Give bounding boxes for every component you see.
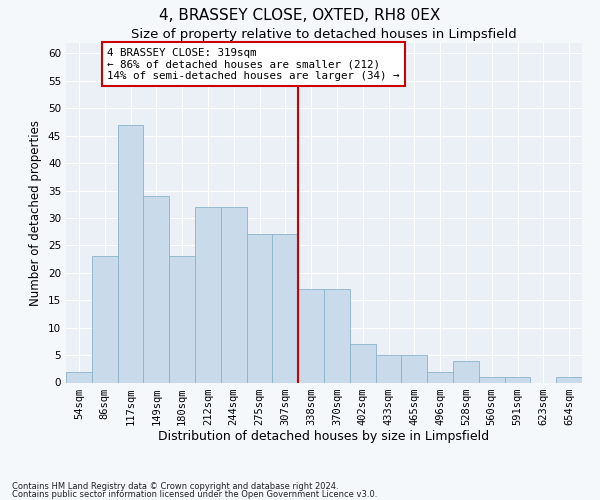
Bar xyxy=(272,234,298,382)
Bar xyxy=(169,256,195,382)
Y-axis label: Number of detached properties: Number of detached properties xyxy=(29,120,43,306)
Bar xyxy=(118,125,143,382)
Bar xyxy=(324,290,350,382)
Bar xyxy=(247,234,272,382)
Bar xyxy=(350,344,376,383)
X-axis label: Distribution of detached houses by size in Limpsfield: Distribution of detached houses by size … xyxy=(158,430,490,444)
Bar xyxy=(66,372,92,382)
Bar xyxy=(221,207,247,382)
Bar xyxy=(376,355,401,382)
Text: Contains public sector information licensed under the Open Government Licence v3: Contains public sector information licen… xyxy=(12,490,377,499)
Bar xyxy=(556,377,582,382)
Bar xyxy=(195,207,221,382)
Bar xyxy=(401,355,427,382)
Bar xyxy=(427,372,453,382)
Text: Contains HM Land Registry data © Crown copyright and database right 2024.: Contains HM Land Registry data © Crown c… xyxy=(12,482,338,491)
Title: Size of property relative to detached houses in Limpsfield: Size of property relative to detached ho… xyxy=(131,28,517,42)
Text: 4, BRASSEY CLOSE, OXTED, RH8 0EX: 4, BRASSEY CLOSE, OXTED, RH8 0EX xyxy=(160,8,440,22)
Bar xyxy=(298,290,324,382)
Text: 4 BRASSEY CLOSE: 319sqm
← 86% of detached houses are smaller (212)
14% of semi-d: 4 BRASSEY CLOSE: 319sqm ← 86% of detache… xyxy=(107,48,400,81)
Bar xyxy=(505,377,530,382)
Bar xyxy=(92,256,118,382)
Bar xyxy=(453,360,479,382)
Bar xyxy=(143,196,169,382)
Bar xyxy=(479,377,505,382)
